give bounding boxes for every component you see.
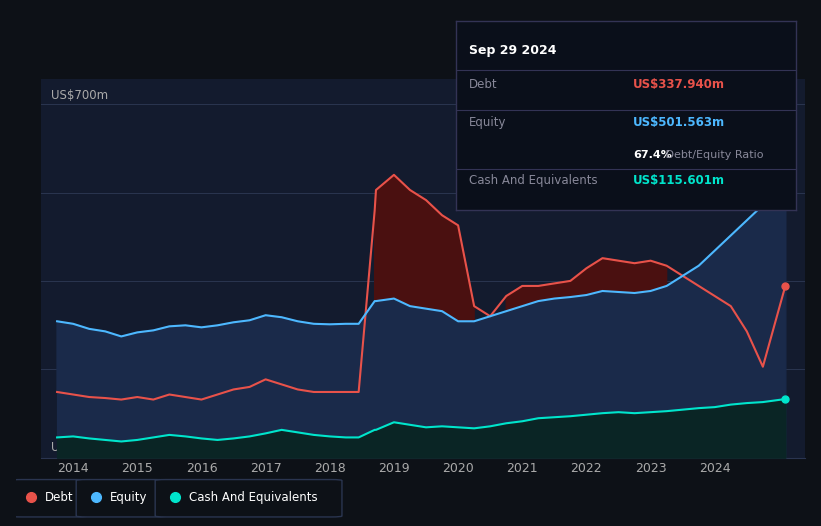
Text: Debt: Debt [470, 78, 498, 91]
Text: Equity: Equity [110, 491, 147, 503]
FancyBboxPatch shape [155, 480, 342, 517]
Text: Cash And Equivalents: Cash And Equivalents [189, 491, 318, 503]
FancyBboxPatch shape [11, 480, 87, 517]
Text: Cash And Equivalents: Cash And Equivalents [470, 175, 598, 187]
Text: Sep 29 2024: Sep 29 2024 [470, 44, 557, 57]
Text: US$501.563m: US$501.563m [633, 116, 725, 129]
FancyBboxPatch shape [76, 480, 166, 517]
Text: US$0: US$0 [51, 441, 81, 453]
Text: US$700m: US$700m [51, 88, 108, 102]
Text: US$115.601m: US$115.601m [633, 175, 725, 187]
Text: Debt: Debt [44, 491, 73, 503]
Text: US$337.940m: US$337.940m [633, 78, 725, 91]
Text: Equity: Equity [470, 116, 507, 129]
Text: Debt/Equity Ratio: Debt/Equity Ratio [662, 150, 764, 160]
Text: 67.4%: 67.4% [633, 150, 672, 160]
